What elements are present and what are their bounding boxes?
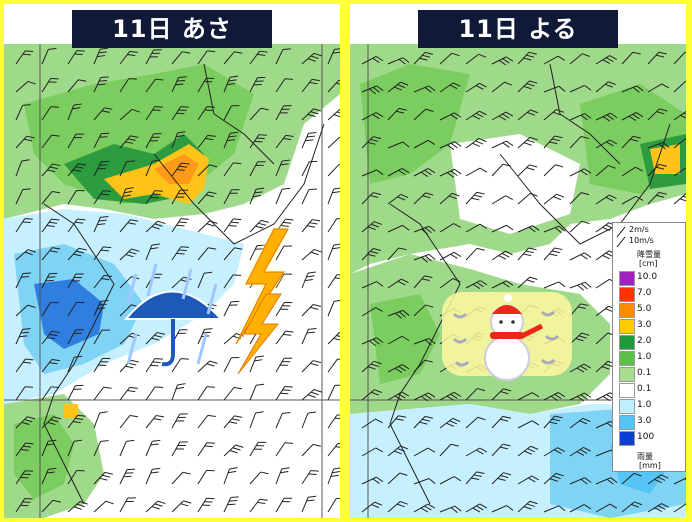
legend-swatch [619, 335, 635, 350]
rain-unit: [mm] [639, 461, 661, 470]
legend-swatch [619, 271, 635, 286]
legend-label: 3.0 [637, 320, 652, 330]
legend-swatch [619, 287, 635, 302]
legend-swatch [619, 319, 635, 334]
legend-label: 1.0 [637, 400, 652, 410]
morning-precipitation-map [4, 4, 340, 518]
panel-title: 11日 よる [418, 10, 618, 48]
rain-header: 雨量 [637, 452, 653, 461]
snowman-snow-icon [442, 292, 572, 381]
legend-label: 0.1 [637, 368, 652, 378]
umbrella-rain-thunder-icon [123, 228, 289, 375]
legend-label: 10.0 [637, 272, 658, 282]
evening-precipitation-map [350, 4, 686, 518]
legend-label: 3.0 [637, 416, 652, 426]
snow-unit: [cm] [639, 259, 658, 268]
precipitation-legend: 2m/s 10m/s 降雪量 [cm] 10.0 7.0 5.0 3.0 2.0 1.0 0… [612, 222, 686, 472]
evening-forecast-panel: 11日 よる [350, 4, 686, 518]
legend-swatch [619, 351, 635, 366]
legend-label: 1.0 [637, 352, 652, 362]
wind-barbs [15, 47, 340, 513]
legend-swatch [619, 431, 635, 446]
wind-scale-small: 2m/s [629, 225, 649, 234]
legend-label: 0.1 [637, 384, 652, 394]
legend-label: 2.0 [637, 336, 652, 346]
legend-swatch [619, 383, 635, 398]
snow-header: 降雪量 [637, 250, 661, 259]
legend-swatch [619, 367, 635, 382]
legend-label: 7.0 [637, 288, 652, 298]
legend-label: 5.0 [637, 304, 652, 314]
wind-scale-large: 10m/s [629, 236, 654, 245]
morning-forecast-panel: 11日 あさ [4, 4, 340, 518]
legend-swatch [619, 399, 635, 414]
legend-label: 100 [637, 432, 655, 442]
legend-swatch [619, 415, 635, 430]
legend-swatch [619, 303, 635, 318]
wind-barb-icon [616, 226, 626, 248]
panel-title: 11日 あさ [72, 10, 272, 48]
